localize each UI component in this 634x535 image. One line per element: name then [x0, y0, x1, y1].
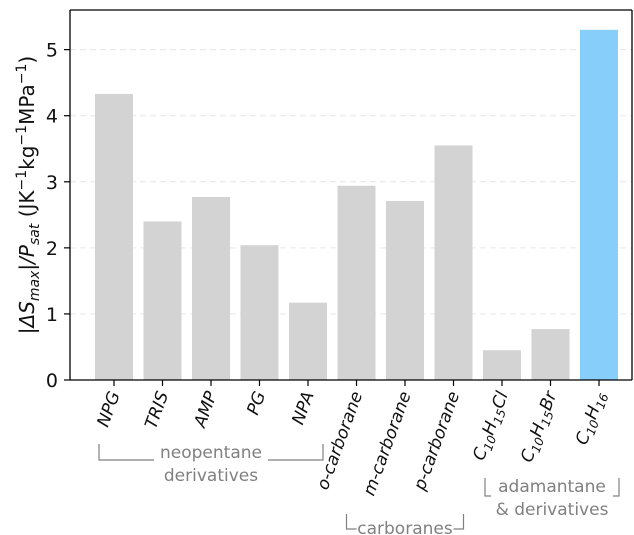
bars: [95, 29, 618, 381]
y-tick-labels: 0 1 2 3 4 5: [46, 40, 70, 392]
group-label: neopentane: [160, 443, 262, 463]
y-tick-label: 2: [46, 238, 58, 260]
bar: [240, 245, 279, 380]
bar: [483, 350, 521, 380]
group-bracket-left: [98, 444, 154, 461]
category-groups: neopentane derivatives carboranes adamantan…: [98, 443, 620, 535]
group-bracket-left: [484, 478, 491, 497]
y-tick-label: 5: [46, 40, 58, 62]
x-tick-label: NPA: [288, 389, 318, 428]
x-tick-label: C10H15Cl: [469, 389, 514, 464]
x-tick-label: AMP: [190, 388, 222, 431]
group-bracket-right: [268, 444, 324, 461]
bar: [531, 329, 570, 380]
x-tick-label: TRIS: [141, 389, 173, 432]
bar: [580, 29, 618, 380]
x-tick-label: PG: [243, 389, 270, 418]
y-tick-label: 3: [46, 172, 58, 194]
bar: [143, 221, 182, 380]
x-tick-label: o-carborane: [313, 389, 367, 493]
bar: [434, 145, 473, 380]
x-tick-label: C10H16: [572, 389, 612, 449]
y-axis-label: |ΔSmax|/Psat (JK−1kg−1MPa−1): [14, 56, 43, 334]
x-tick-label: C10H15Br: [517, 388, 563, 466]
group-label: & derivatives: [496, 500, 609, 520]
group-bracket-right: [453, 514, 465, 530]
y-tick-label: 4: [46, 106, 58, 128]
bar: [289, 302, 327, 380]
group-bracket-right: [613, 478, 620, 497]
group-bracket-left: [345, 514, 357, 530]
y-tick-label: 1: [46, 304, 58, 326]
x-tick-label: NPG: [94, 389, 125, 430]
group-label: adamantane: [498, 477, 606, 497]
axes: [69, 9, 633, 381]
group-label: carboranes: [357, 519, 453, 535]
group-label: derivatives: [164, 466, 258, 486]
bar: [386, 200, 424, 380]
bar: [337, 185, 376, 380]
bar: [192, 196, 230, 380]
bar: [95, 93, 133, 381]
x-tick-label: p-carborane: [410, 389, 465, 494]
y-tick-label: 0: [46, 370, 58, 392]
x-tick-label: m-carborane: [360, 389, 416, 499]
